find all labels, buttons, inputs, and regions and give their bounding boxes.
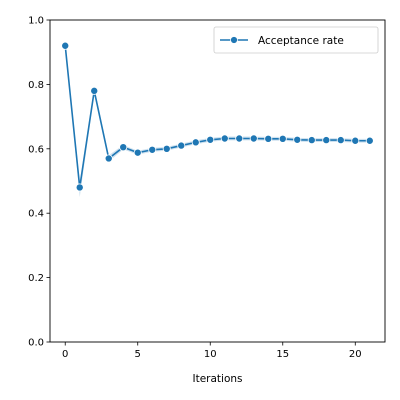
data-point — [162, 144, 171, 153]
x-tick-label: 15 — [276, 349, 289, 360]
data-point — [119, 143, 128, 152]
series-line — [64, 45, 370, 189]
y-tick-label: 1.0 — [28, 16, 44, 27]
data-point — [220, 134, 229, 143]
data-point — [148, 145, 157, 154]
legend-entry-label: Acceptance rate — [258, 35, 344, 47]
x-tick-label: 20 — [349, 349, 362, 360]
data-point — [365, 136, 374, 145]
data-point — [90, 86, 99, 95]
y-tick-label: 0.0 — [28, 338, 44, 349]
data-point — [75, 183, 84, 192]
y-tick-label: 0.4 — [28, 209, 44, 220]
data-point — [336, 136, 345, 145]
x-tick-label: 10 — [204, 349, 217, 360]
data-point — [322, 136, 331, 145]
data-point — [104, 154, 113, 163]
data-point — [235, 134, 244, 143]
data-point — [177, 141, 186, 150]
x-axis-label: Iterations — [192, 373, 242, 385]
legend-box — [213, 26, 379, 54]
data-point — [61, 41, 70, 50]
legend-marker — [230, 36, 238, 44]
x-axis-ticks: 0 5 10 15 20 — [62, 342, 362, 360]
data-point — [293, 135, 302, 144]
y-axis-ticks: 0.0 0.2 0.4 0.6 0.8 1.0 — [28, 16, 50, 349]
data-point — [278, 134, 287, 143]
data-point — [133, 148, 142, 157]
x-tick-label: 5 — [135, 349, 141, 360]
plot-area — [61, 41, 374, 198]
y-tick-label: 0.2 — [28, 273, 44, 284]
legend: Acceptance rate — [213, 26, 379, 54]
y-tick-label: 0.8 — [28, 80, 44, 91]
data-point — [191, 138, 200, 147]
axes-frame — [49, 19, 386, 343]
data-point — [351, 136, 360, 145]
x-tick-label: 0 — [62, 349, 68, 360]
data-point — [264, 134, 273, 143]
data-point — [206, 135, 215, 144]
y-tick-label: 0.6 — [28, 144, 44, 155]
data-point — [249, 134, 258, 143]
data-point — [307, 136, 316, 145]
